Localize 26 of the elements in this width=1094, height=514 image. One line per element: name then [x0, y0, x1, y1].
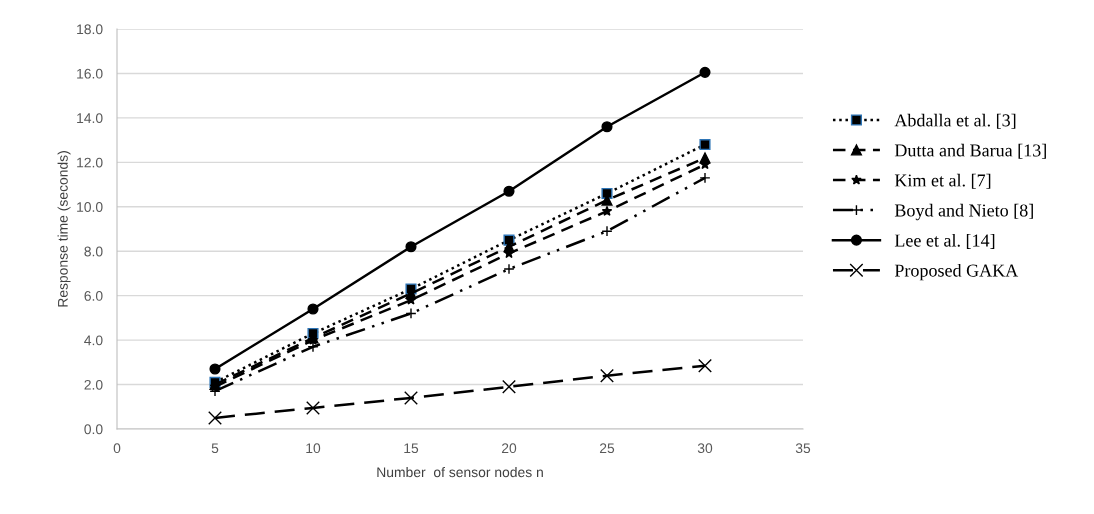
y-tick-label: 0.0	[84, 424, 103, 435]
legend-label: Proposed GAKA	[894, 263, 1019, 281]
y-tick-label: 18.0	[77, 24, 103, 35]
y-tick-label: 10.0	[77, 202, 103, 212]
y-tick-label: 6.0	[84, 291, 103, 301]
y-axis-title: Response time (seconds)	[57, 151, 71, 307]
x-tick-label: 30	[697, 443, 713, 454]
x-tick-label: 35	[795, 443, 811, 454]
legend-label: Lee et al. [14]	[894, 233, 995, 249]
x-tick-label: 20	[501, 443, 517, 454]
y-tick-label: 8.0	[84, 246, 103, 257]
y-tick-label: 2.0	[84, 379, 103, 390]
legend-label: Kim et al. [7]	[894, 173, 991, 189]
x-tick-label: 25	[599, 443, 615, 454]
y-tick-label: 4.0	[84, 335, 103, 346]
x-tick-label: 5	[211, 443, 219, 454]
x-tick-label: 15	[404, 443, 419, 454]
y-tick-label: 12.0	[77, 157, 103, 168]
legend-label: Dutta and Barua [13]	[894, 143, 1046, 159]
x-axis-title: Number of sensor nodes n	[377, 466, 543, 478]
x-tick-label: 10	[306, 443, 321, 454]
x-tick-label: 0	[113, 443, 121, 454]
y-tick-label: 14.0	[77, 113, 103, 124]
legend-label: Boyd and Nieto [8]	[894, 203, 1033, 221]
legend-label: Abdalla et al. [3]	[894, 113, 1016, 129]
y-tick-label: 16.0	[77, 68, 103, 79]
